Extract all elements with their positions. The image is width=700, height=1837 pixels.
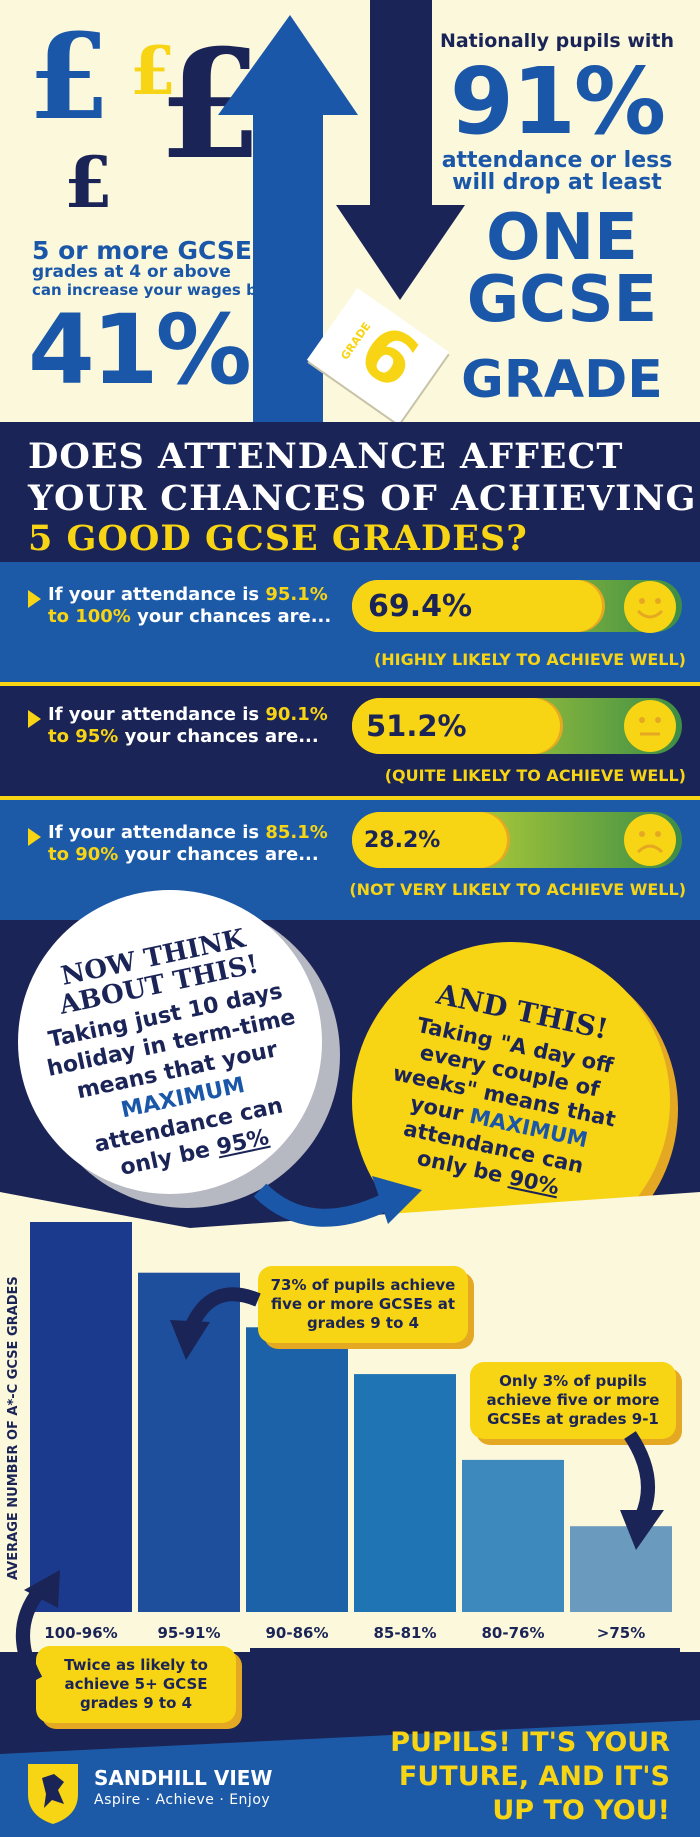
tick-label-4: 85-81% [373,1624,436,1642]
band-3-value-pill: 28.2% [352,812,507,868]
band-2-value: 51.2% [366,709,467,743]
attendance-band-2: If your attendance is 90.1% to 95% your … [0,686,700,796]
band-3-range-a: 85.1% [265,822,328,843]
arrow-to-bar6-icon [624,1431,655,1524]
school-name: SANDHILL VIEW [94,1766,273,1790]
pound-large-blue-icon: £ [28,7,111,146]
national-line3: will drop at least [452,170,662,195]
one-grade-2: GCSE [466,263,658,337]
pointer-triangle-icon [28,590,41,608]
arrow-twice-head-icon [24,1570,60,1608]
band-1-text: If your attendance is 95.1% to 100% your… [48,584,331,628]
band-1-range-a: 95.1% [265,584,328,605]
pound-small-yellow-icon: £ [130,32,176,110]
tick-label-1: 100-96% [44,1624,117,1642]
band-1-verdict: (HIGHLY LIKELY TO ACHIEVE WELL) [373,650,686,669]
band-2-suffix: your chances are... [118,726,319,747]
band-3-suffix: your chances are... [118,844,319,865]
band-1-suffix: your chances are... [130,606,332,627]
band-2-range-a: 90.1% [265,704,328,725]
bar-4 [354,1374,456,1612]
pound-small-navy-icon: £ [64,141,113,224]
tick-label-3: 90-86% [265,1624,328,1642]
school-crest-icon [28,1764,78,1824]
bar-1 [30,1222,132,1612]
callout-3-percent: Only 3% of pupils achieve five or more G… [470,1362,676,1439]
sad-face-icon [624,814,676,866]
pointer-triangle-icon [28,710,41,728]
callout-73-percent: 73% of pupils achieve five or more GCSEs… [258,1266,468,1343]
band-2-prefix: If your attendance is [48,704,266,725]
connector-arrow-icon [253,1176,422,1227]
top-section: £ £ £ £ GRADE 6 5 or more GCSE grades at… [0,0,700,422]
wage-line2: grades at 4 or above [32,262,231,282]
wage-percent: 41% [28,294,252,406]
bar-3 [246,1327,348,1612]
bar-6 [570,1526,672,1612]
national-percent: 91% [449,48,666,155]
band-2-text: If your attendance is 90.1% to 95% your … [48,704,328,748]
band-1-prefix: If your attendance is [48,584,266,605]
neutral-face-icon [624,700,676,752]
callout-twice-likely: Twice as likely to achieve 5+ GCSE grade… [36,1646,236,1723]
arrows-graphic [218,0,465,422]
headline-line2: YOUR CHANCES OF ACHIEVING [28,478,697,519]
arrow-to-bar6-head-icon [620,1510,664,1550]
wage-line1: 5 or more GCSE [32,236,252,265]
band-3-range-b: to 90% [48,844,119,865]
band-3-verdict: (NOT VERY LIKELY TO ACHIEVE WELL) [349,880,686,899]
arrow-to-bar2-icon [183,1287,261,1333]
arrow-to-bar2-head-icon [170,1320,210,1360]
band-3-value: 28.2% [364,827,441,853]
band-1-value: 69.4% [368,588,473,624]
headline-line1: DOES ATTENDANCE AFFECT [28,436,624,477]
one-grade-1: ONE [486,201,638,275]
band-divider [0,682,700,686]
band-1-value-pill: 69.4% [352,580,602,632]
happy-face-icon [624,581,676,633]
pointer-triangle-icon [28,828,41,846]
think-circle: NOW THINK ABOUT THIS! Taking just 10 day… [18,890,322,1194]
tick-label-5: 80-76% [481,1624,544,1642]
wage-line3: can increase your wages by [32,281,267,299]
band-3-text: If your attendance is 85.1% to 90% your … [48,822,328,866]
national-intro: Nationally pupils with [439,30,675,52]
xlabel-rule [250,1648,680,1652]
headline-section: DOES ATTENDANCE AFFECT YOUR CHANCES OF A… [0,422,700,562]
attendance-band-1: If your attendance is 95.1% to 100% your… [0,562,700,682]
slogan-line2: FUTURE, AND IT'S [398,1761,670,1792]
band-2-range-b: to 95% [48,726,119,747]
band-divider [0,796,700,800]
band-2-value-pill: 51.2% [352,698,560,754]
arrow-twice-icon [15,1585,46,1684]
band-2-verdict: (QUITE LIKELY TO ACHIEVE WELL) [384,766,686,785]
chart-xlabel: % ATTENDANCE [265,1664,451,1688]
bar-5 [462,1459,564,1612]
headline-line3: 5 GOOD GCSE GRADES? [28,518,528,559]
slogan-line3: UP TO YOU! [492,1795,670,1826]
band-3-prefix: If your attendance is [48,822,266,843]
down-arrow-icon [336,0,465,300]
one-grade-3: GRADE [461,350,663,410]
chart-arrows [15,1287,664,1684]
tick-label-2: 95-91% [157,1624,220,1642]
attendance-band-3: If your attendance is 85.1% to 90% your … [0,800,700,920]
national-line2: attendance or less [441,148,673,173]
think-content: NOW THINK ABOUT THIS! Taking just 10 day… [18,890,322,1194]
tick-label-6: >75% [597,1624,645,1642]
school-motto: Aspire · Achieve · Enjoy [94,1792,271,1808]
slogan-line1: PUPILS! IT'S YOUR [390,1727,670,1758]
up-arrow-icon [218,15,358,422]
attendance-bar-chart: 100-96% 95-91% 90-86% 85-81% 80-76% >75% [30,1222,672,1642]
band-1-range-b: to 100% [48,606,131,627]
